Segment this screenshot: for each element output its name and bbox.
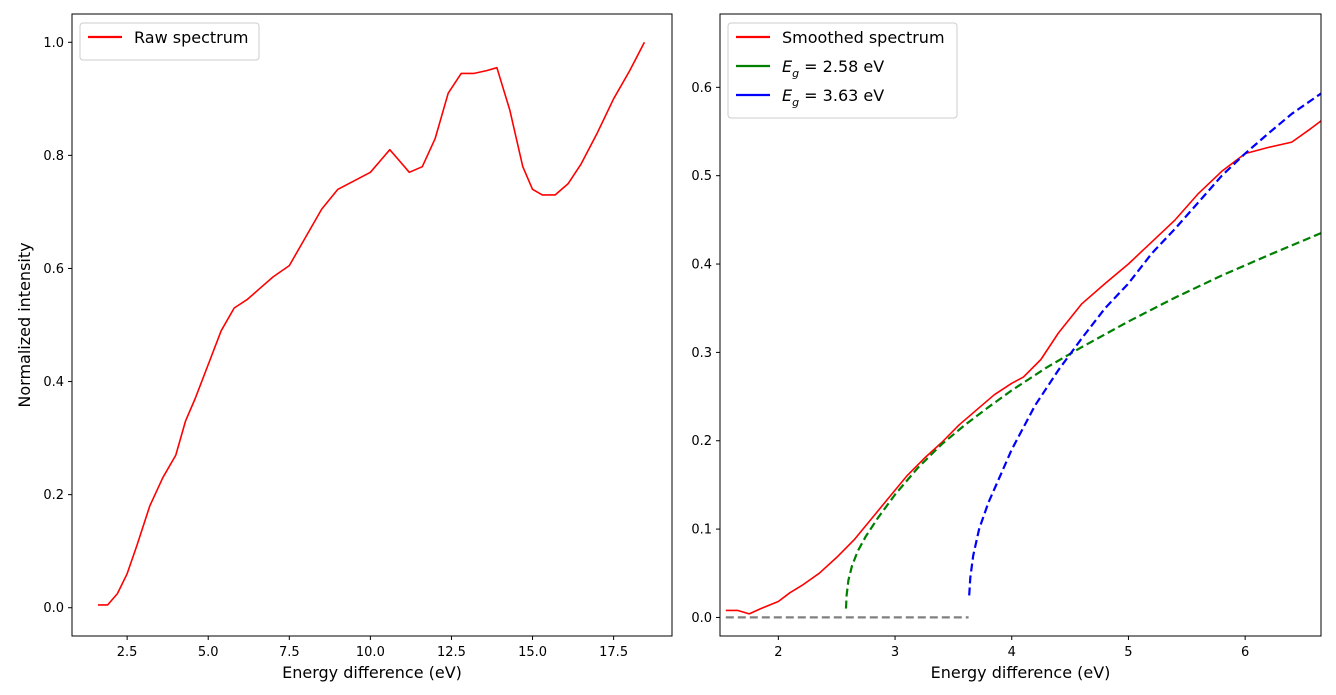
- series-line-smoothed-spectrum: [725, 120, 1321, 615]
- y-tick-label: 0.2: [43, 488, 64, 503]
- y-axis-label: Normalized intensity: [15, 242, 34, 407]
- axes-frame: [71, 13, 673, 637]
- y-tick-label: 0.4: [43, 375, 64, 390]
- legend-label: Smoothed spectrum: [782, 28, 945, 47]
- y-tick-label: 0.0: [43, 601, 64, 616]
- y-tick-label: 0.5: [691, 169, 712, 184]
- legend-label-value: = 2.58 eV: [799, 57, 884, 76]
- axis-ticks: 2 3 4 5 6 0.0 0.1 0.2 0.3 0.4 0.5 0.6: [691, 81, 1249, 660]
- x-tick-label: 15.0: [518, 645, 547, 660]
- x-tick-label: 17.5: [599, 645, 628, 660]
- x-tick-label: 4: [1008, 645, 1016, 660]
- legend-label: Eg = 2.58 eV: [782, 57, 884, 80]
- y-tick-label: 0.8: [43, 149, 64, 164]
- y-tick-label: 0.6: [43, 262, 64, 277]
- legend-label-subscript: g: [792, 96, 799, 109]
- y-tick-label: 0.1: [691, 523, 712, 538]
- x-tick-label: 3: [891, 645, 899, 660]
- series-line-e-g-3-63-ev: [968, 92, 1321, 596]
- x-tick-label: 2: [774, 645, 782, 660]
- x-tick-label: 2.5: [117, 645, 138, 660]
- y-tick-label: 0.3: [691, 346, 712, 361]
- legend-label-symbol: E: [782, 86, 793, 105]
- x-axis-label: Energy difference (eV): [282, 663, 462, 682]
- axis-ticks: 2.5 5.0 7.5 10.0 12.5 15.0 17.5 0.0 0.2 0.4 0.6 0.8…: [43, 36, 628, 660]
- x-tick-label: 7.5: [279, 645, 300, 660]
- legend-box: [727, 22, 958, 119]
- plot-marks: [725, 92, 1321, 619]
- x-tick-label: 10.0: [356, 645, 385, 660]
- x-tick-label: 5: [1124, 645, 1132, 660]
- legend-label-value: = 3.63 eV: [799, 86, 884, 105]
- smoothed-spectrum-plot: 2 3 4 5 6 0.0 0.1 0.2 0.3 0.4 0.5 0.6 Energy differ…: [691, 13, 1322, 682]
- x-tick-label: 5.0: [198, 645, 219, 660]
- plot-marks: [97, 41, 646, 606]
- legend-label: Raw spectrum: [134, 28, 248, 47]
- axes-frame: [719, 13, 1322, 637]
- y-tick-label: 0.2: [691, 434, 712, 449]
- legend-label: Eg = 3.63 eV: [782, 86, 884, 109]
- legend-label-subscript: g: [792, 67, 799, 80]
- x-tick-label: 12.5: [437, 645, 466, 660]
- x-tick-label: 6: [1241, 645, 1249, 660]
- legend-label-symbol: E: [782, 57, 793, 76]
- series-line-raw-spectrum: [97, 41, 646, 606]
- y-tick-label: 0.4: [691, 258, 712, 273]
- y-tick-label: 1.0: [43, 36, 64, 51]
- legend: Raw spectrum: [79, 22, 260, 61]
- y-tick-label: 0.6: [691, 81, 712, 96]
- x-axis-label: Energy difference (eV): [931, 663, 1111, 682]
- y-tick-label: 0.0: [691, 611, 712, 626]
- raw-spectrum-plot: 2.5 5.0 7.5 10.0 12.5 15.0 17.5 0.0 0.2 0.4 0.6 0.8…: [15, 13, 673, 682]
- series-line-e-g-2-58-ev: [844, 232, 1321, 609]
- legend-box: [79, 22, 260, 61]
